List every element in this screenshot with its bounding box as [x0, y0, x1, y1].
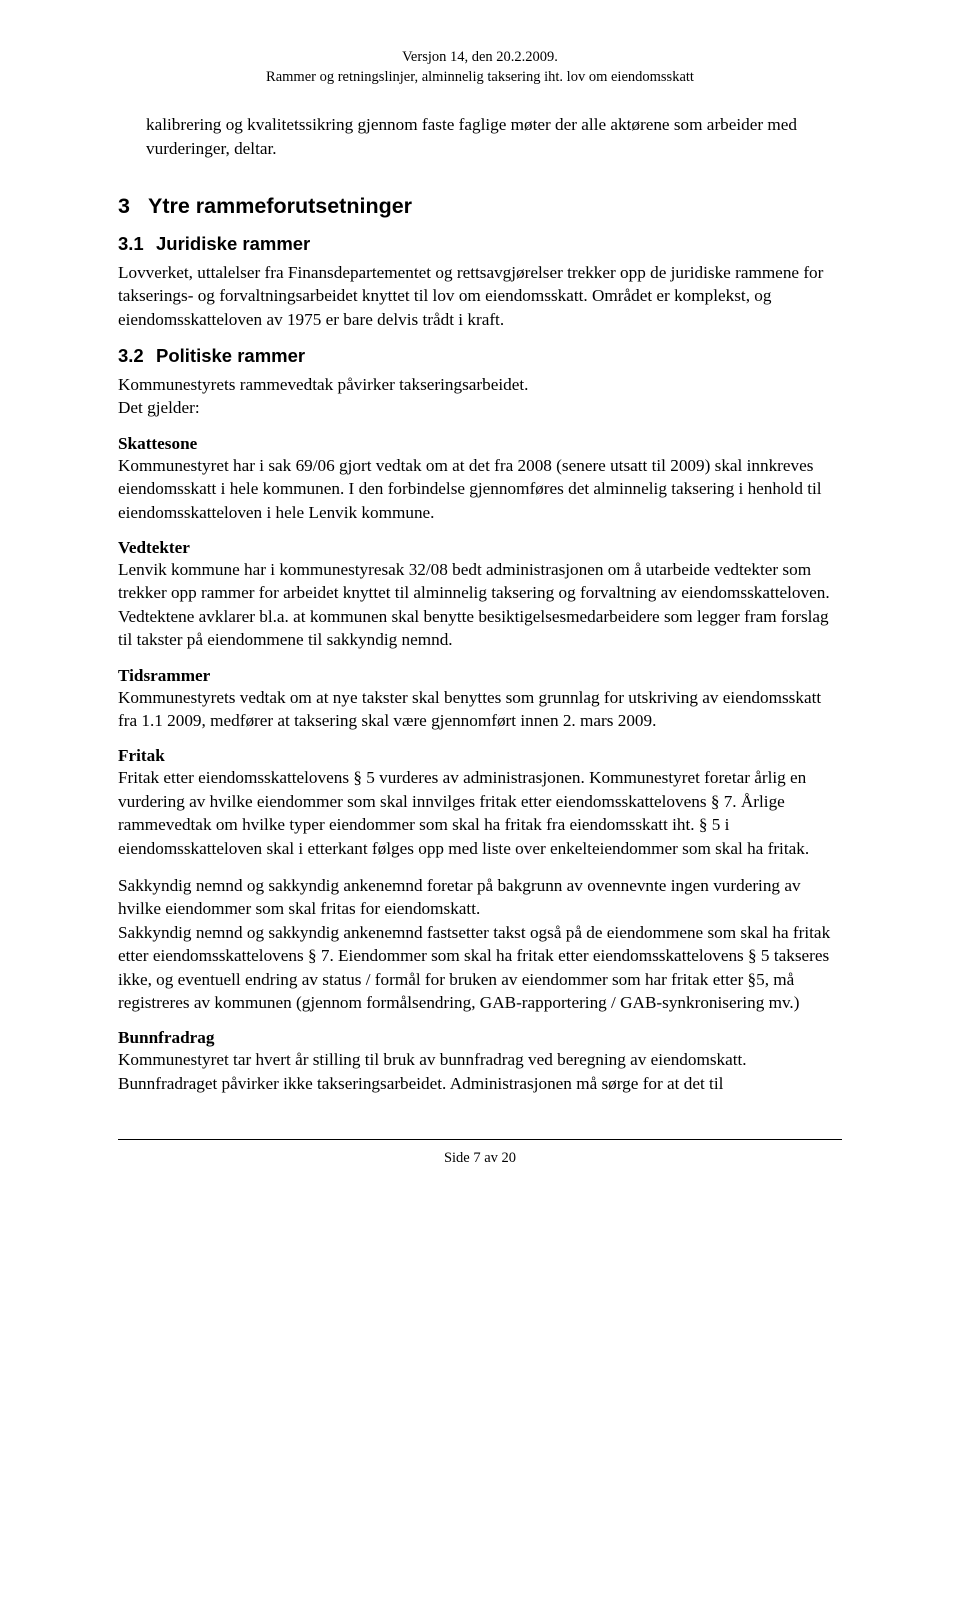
- text-tidsrammer: Kommunestyrets vedtak om at nye takster …: [118, 686, 842, 733]
- heading-title: Politiske rammer: [156, 345, 305, 366]
- footer-rule: [118, 1139, 842, 1140]
- label-vedtekter: Vedtekter: [118, 538, 842, 558]
- page-number: Side 7 av 20: [444, 1150, 516, 1166]
- heading-3-1: 3.1Juridiske rammer: [118, 233, 842, 255]
- heading-title: Juridiske rammer: [156, 233, 310, 254]
- label-skattesone: Skattesone: [118, 434, 842, 454]
- text-fritak-2: Sakkyndig nemnd og sakkyndig ankenemnd f…: [118, 874, 842, 921]
- heading-3-2: 3.2Politiske rammer: [118, 345, 842, 367]
- paragraph-3-2-lead1: Kommunestyrets rammevedtak påvirker taks…: [118, 373, 842, 396]
- page-footer: Side 7 av 20: [118, 1150, 842, 1167]
- heading-title: Ytre rammeforutsetninger: [148, 194, 412, 218]
- heading-number: 3: [118, 194, 148, 219]
- header-line-title: Rammer og retningslinjer, alminnelig tak…: [118, 68, 842, 88]
- label-bunnfradrag: Bunnfradrag: [118, 1028, 842, 1048]
- text-skattesone: Kommunestyret har i sak 69/06 gjort vedt…: [118, 454, 842, 524]
- heading-number: 3.1: [118, 233, 156, 255]
- text-fritak-1: Fritak etter eiendomsskattelovens § 5 vu…: [118, 766, 842, 860]
- text-vedtekter: Lenvik kommune har i kommunestyresak 32/…: [118, 558, 842, 652]
- paragraph-3-2-lead2: Det gjelder:: [118, 396, 842, 419]
- label-tidsrammer: Tidsrammer: [118, 666, 842, 686]
- section-bunnfradrag: Bunnfradrag Kommunestyret tar hvert år s…: [118, 1028, 842, 1095]
- label-fritak: Fritak: [118, 746, 842, 766]
- paragraph-3-1: Lovverket, uttalelser fra Finansdepartem…: [118, 261, 842, 331]
- heading-3: 3Ytre rammeforutsetninger: [118, 194, 842, 219]
- header-line-version: Versjon 14, den 20.2.2009.: [118, 48, 842, 68]
- section-vedtekter: Vedtekter Lenvik kommune har i kommunest…: [118, 538, 842, 652]
- document-page: Versjon 14, den 20.2.2009. Rammer og ret…: [0, 0, 960, 1617]
- text-fritak-3: Sakkyndig nemnd og sakkyndig ankenemnd f…: [118, 921, 842, 1015]
- section-fritak: Fritak Fritak etter eiendomsskattelovens…: [118, 746, 842, 1014]
- section-tidsrammer: Tidsrammer Kommunestyrets vedtak om at n…: [118, 666, 842, 733]
- section-skattesone: Skattesone Kommunestyret har i sak 69/06…: [118, 434, 842, 524]
- page-header: Versjon 14, den 20.2.2009. Rammer og ret…: [118, 48, 842, 87]
- text-bunnfradrag: Kommunestyret tar hvert år stilling til …: [118, 1048, 842, 1095]
- intro-paragraph: kalibrering og kvalitetssikring gjennom …: [118, 113, 842, 160]
- heading-number: 3.2: [118, 345, 156, 367]
